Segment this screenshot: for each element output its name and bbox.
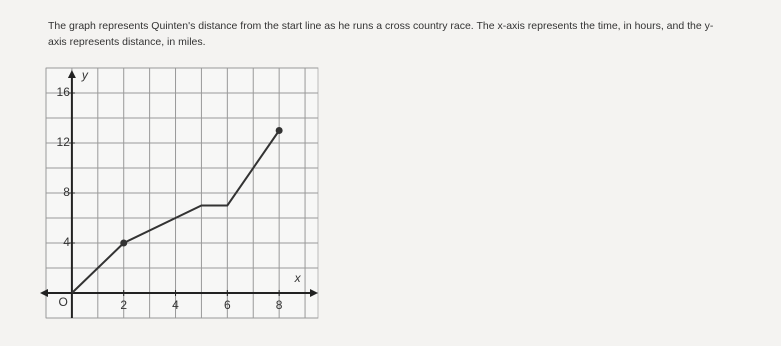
x-axis-label: x bbox=[294, 271, 302, 285]
x-axis-arrow bbox=[310, 289, 318, 297]
y-axis-arrow bbox=[67, 70, 76, 78]
x-axis-arrow bbox=[40, 289, 48, 297]
question-line: axis represents distance, in miles. bbox=[48, 36, 206, 48]
y-tick-label: 8 bbox=[63, 185, 70, 199]
y-tick-label: 12 bbox=[57, 135, 71, 149]
question-line: The graph represents Quinten's distance … bbox=[48, 20, 714, 32]
y-tick-label: 4 bbox=[63, 235, 70, 249]
y-tick-label: 16 bbox=[57, 85, 71, 99]
data-point bbox=[275, 127, 283, 134]
x-tick-label: 2 bbox=[120, 298, 127, 312]
x-tick-label: 6 bbox=[224, 298, 231, 312]
x-tick-label: 8 bbox=[276, 298, 283, 312]
origin-label: O bbox=[59, 295, 68, 309]
y-axis-label: y bbox=[81, 68, 89, 82]
x-tick-label: 4 bbox=[172, 298, 179, 312]
data-point bbox=[120, 239, 128, 247]
data-line bbox=[71, 129, 280, 294]
